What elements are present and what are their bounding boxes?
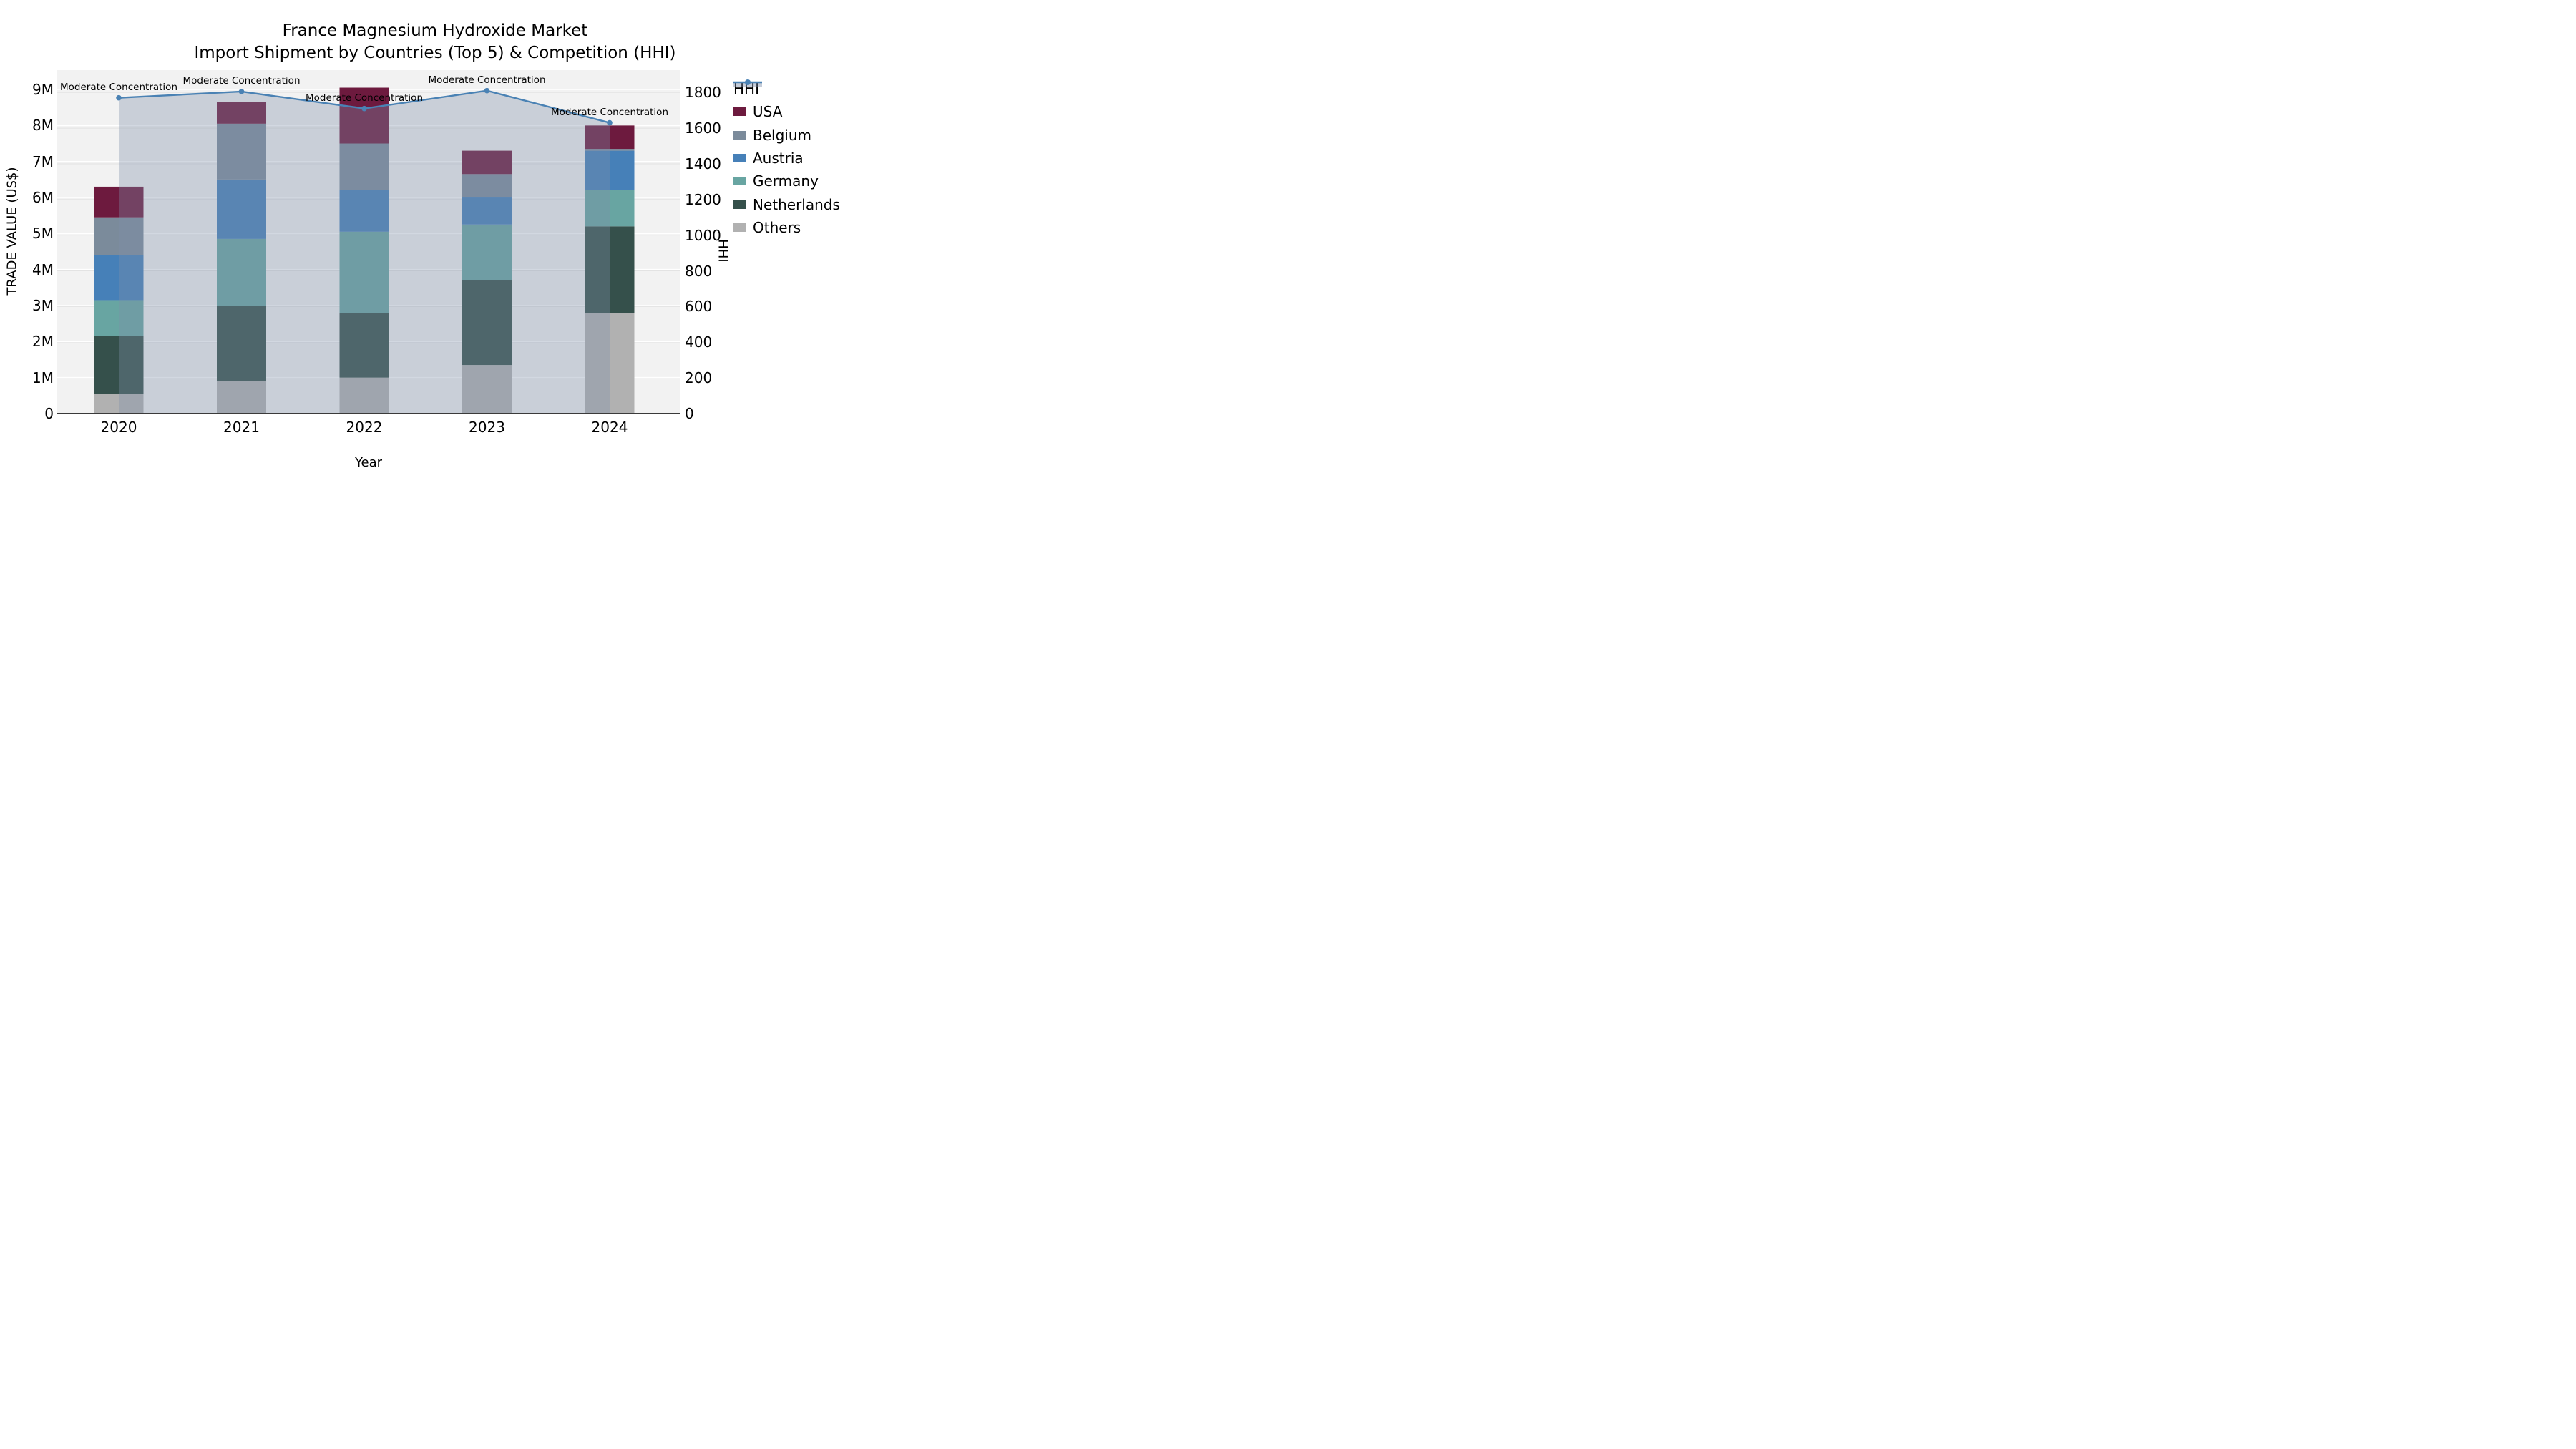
bar-segment-2023-belgium	[462, 174, 512, 198]
annotation-2021: Moderate Concentration	[182, 74, 301, 87]
legend-swatch-others	[733, 223, 746, 232]
bar-segment-2024-usa	[585, 125, 635, 150]
bar-segment-2022-netherlands	[339, 313, 389, 378]
annotation-2024: Moderate Concentration	[551, 106, 668, 118]
hhi-marker-2024	[607, 119, 613, 126]
y-left-tick-2M: 2M	[32, 333, 54, 351]
legend-label-germany: Germany	[753, 172, 819, 190]
bar-segment-2020-others	[94, 394, 144, 414]
bar-segment-2024-austria	[585, 150, 635, 190]
legend-item-usa: USA	[733, 100, 782, 123]
bar-segment-2021-others	[217, 381, 266, 414]
y-left-tick-9M: 9M	[32, 81, 54, 99]
bar-segment-2023-germany	[462, 224, 512, 280]
legend-swatch-netherlands	[733, 200, 746, 209]
bar-segment-2020-belgium	[94, 217, 144, 255]
x-tick-2020: 2020	[100, 419, 137, 436]
y-right-tick-400: 400	[685, 333, 713, 351]
y-left-tick-6M: 6M	[32, 189, 54, 207]
y-right-tick-200: 200	[685, 369, 713, 387]
legend-item-hhi: HHI	[733, 77, 762, 100]
bar-segment-2024-others	[585, 313, 635, 414]
bar-segment-2023-usa	[462, 150, 512, 175]
chart-figure: France Magnesium Hydroxide Market Import…	[0, 0, 859, 483]
legend-item-netherlands: Netherlands	[733, 193, 840, 216]
y-left-tick-4M: 4M	[32, 260, 54, 278]
bar-segment-2021-germany	[217, 238, 266, 306]
legend-item-belgium: Belgium	[733, 124, 811, 147]
y-left-tick-1M: 1M	[32, 369, 54, 386]
legend-label-belgium: Belgium	[753, 126, 811, 144]
y-right-tick-1400: 1400	[685, 155, 721, 172]
bar-segment-2021-netherlands	[217, 306, 266, 381]
x-tick-2022: 2022	[346, 419, 383, 436]
bar-segment-2022-germany	[339, 231, 389, 313]
annotation-2022: Moderate Concentration	[306, 92, 423, 104]
legend-label-austria: Austria	[753, 149, 804, 167]
hhi-marker-2021	[238, 89, 245, 94]
bar-segment-2022-others	[339, 377, 389, 414]
hhi-marker-2020	[116, 94, 122, 101]
hhi-marker-2022	[361, 105, 367, 112]
y-left-tick-8M: 8M	[32, 117, 54, 135]
bar-segment-2021-belgium	[217, 123, 266, 180]
legend-item-austria: Austria	[733, 147, 804, 170]
legend-label-others: Others	[753, 218, 801, 236]
y-right-tick-1800: 1800	[685, 84, 721, 102]
bar-segment-2020-usa	[94, 186, 144, 218]
bar-segment-2022-usa	[339, 87, 389, 144]
bar-segment-2021-austria	[217, 179, 266, 239]
bar-segment-2020-austria	[94, 255, 144, 301]
legend-hhi-line-swatch	[733, 79, 762, 87]
bar-segment-2021-usa	[217, 102, 266, 124]
bar-segment-2023-others	[462, 365, 512, 414]
y-right-tick-600: 600	[685, 298, 713, 316]
legend-swatch-usa	[733, 107, 746, 117]
bar-segment-2023-austria	[462, 197, 512, 225]
y-right-tick-1200: 1200	[685, 190, 721, 208]
hhi-marker-2023	[484, 87, 490, 94]
x-tick-2023: 2023	[469, 419, 505, 436]
x-tick-2021: 2021	[223, 419, 260, 436]
y-left-tick-3M: 3M	[32, 297, 54, 314]
legend-item-germany: Germany	[733, 170, 819, 192]
x-axis-title: Year	[354, 455, 383, 470]
legend-item-others: Others	[733, 216, 801, 239]
bar-segment-2024-netherlands	[585, 226, 635, 313]
chart-title-line2: Import Shipment by Countries (Top 5) & C…	[194, 44, 676, 62]
hhi-area-fill	[119, 90, 610, 414]
chart-title-line1: France Magnesium Hydroxide Market	[282, 21, 588, 40]
bar-segment-2024-germany	[585, 190, 635, 227]
plot-area	[57, 70, 680, 414]
bar-segment-2023-netherlands	[462, 280, 512, 366]
x-tick-2024: 2024	[591, 419, 628, 436]
legend-label-usa: USA	[753, 103, 783, 121]
y-left-tick-5M: 5M	[32, 225, 54, 243]
y-right-tick-800: 800	[685, 262, 713, 280]
bar-segment-2020-germany	[94, 300, 144, 336]
y-left-tick-0: 0	[44, 405, 54, 422]
y-right-tick-1600: 1600	[685, 119, 721, 137]
bar-segment-2024-belgium	[585, 149, 635, 151]
legend-swatch-austria	[733, 153, 746, 162]
y-right-tick-0: 0	[685, 405, 694, 422]
bar-segment-2022-belgium	[339, 143, 389, 190]
annotation-2023: Moderate Concentration	[428, 74, 546, 86]
legend-swatch-germany	[733, 177, 746, 186]
bar-segment-2020-netherlands	[94, 336, 144, 394]
annotation-2020: Moderate Concentration	[60, 81, 177, 93]
y-left-tick-7M: 7M	[32, 152, 54, 170]
legend-label-netherlands: Netherlands	[753, 195, 840, 213]
bar-segment-2022-austria	[339, 190, 389, 232]
legend-swatch-belgium	[733, 130, 746, 140]
y-right-tick-1000: 1000	[685, 226, 721, 244]
